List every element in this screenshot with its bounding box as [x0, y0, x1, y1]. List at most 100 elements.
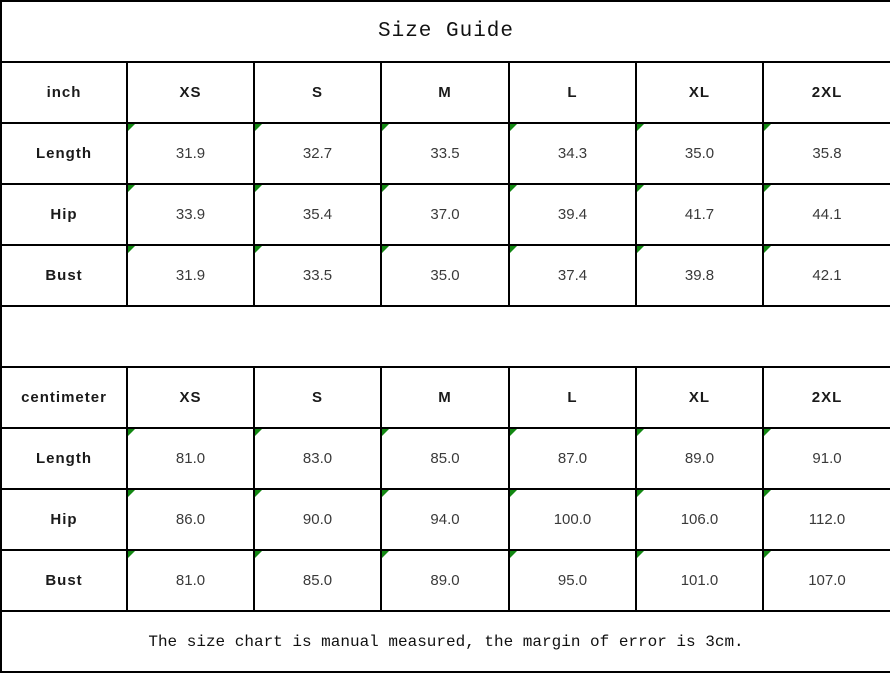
table-row: Length 31.9 32.7 33.5 34.3 35.0 35.8: [0, 122, 890, 185]
corner-flag-icon: [638, 186, 644, 192]
measure-value: 34.3: [557, 145, 588, 162]
corner-flag-icon: [511, 186, 517, 192]
measure-value: 37.4: [557, 267, 588, 284]
measure-value-cell: 35.4: [253, 183, 382, 246]
corner-flag-icon: [511, 552, 517, 558]
measure-value-cell: 100.0: [508, 488, 637, 551]
measure-value: 90.0: [302, 511, 333, 528]
measure-value-cell: 91.0: [762, 427, 890, 490]
measure-value: 106.0: [680, 511, 719, 528]
spacer-row: [0, 305, 890, 368]
measure-label: Hip: [0, 183, 128, 246]
page-title: Size Guide: [0, 0, 890, 63]
measure-value: 85.0: [302, 572, 333, 589]
measure-value: 94.0: [430, 511, 460, 528]
corner-flag-icon: [383, 552, 389, 558]
corner-flag-icon: [765, 125, 771, 131]
measure-value: 112.0: [808, 511, 846, 528]
size-header-s: S: [253, 61, 382, 124]
measure-value-cell: 44.1: [762, 183, 890, 246]
measure-label: Hip: [0, 488, 128, 551]
measure-value: 42.1: [812, 267, 842, 284]
measure-value-cell: 31.9: [126, 122, 255, 185]
table-row: Bust 31.9 33.5 35.0 37.4 39.8 42.1: [0, 244, 890, 307]
corner-flag-icon: [256, 430, 262, 436]
measure-value-cell: 85.0: [253, 549, 382, 612]
corner-flag-icon: [765, 430, 771, 436]
measure-value: 39.8: [684, 267, 715, 284]
inch-header-row: inch XS S M L XL 2XL: [0, 61, 890, 124]
corner-flag-icon: [638, 430, 644, 436]
measure-value-cell: 37.4: [508, 244, 637, 307]
measure-value-cell: 89.0: [635, 427, 764, 490]
measure-value: 100.0: [553, 511, 592, 528]
corner-flag-icon: [256, 125, 262, 131]
size-header-2xl: 2XL: [762, 61, 890, 124]
measure-value: 85.0: [430, 450, 460, 467]
measure-value: 37.0: [430, 206, 460, 223]
corner-flag-icon: [638, 491, 644, 497]
corner-flag-icon: [129, 491, 135, 497]
measure-value: 83.0: [302, 450, 333, 467]
size-header-m: M: [380, 366, 510, 429]
measure-value-cell: 33.9: [126, 183, 255, 246]
measure-value-cell: 81.0: [126, 549, 255, 612]
corner-flag-icon: [638, 552, 644, 558]
measure-value-cell: 94.0: [380, 488, 510, 551]
measure-value: 35.4: [302, 206, 333, 223]
size-header-l: L: [508, 366, 637, 429]
size-header-2xl: 2XL: [762, 366, 890, 429]
corner-flag-icon: [129, 186, 135, 192]
corner-flag-icon: [511, 247, 517, 253]
corner-flag-icon: [129, 247, 135, 253]
measure-value-cell: 37.0: [380, 183, 510, 246]
measure-value: 44.1: [812, 206, 842, 223]
measure-value-cell: 87.0: [508, 427, 637, 490]
measure-value-cell: 86.0: [126, 488, 255, 551]
corner-flag-icon: [638, 125, 644, 131]
corner-flag-icon: [256, 247, 262, 253]
measure-value-cell: 35.0: [380, 244, 510, 307]
measure-value-cell: 95.0: [508, 549, 637, 612]
unit-header-centimeter: centimeter: [0, 366, 128, 429]
unit-header-inch: inch: [0, 61, 128, 124]
measure-value: 33.9: [175, 206, 206, 223]
corner-flag-icon: [383, 186, 389, 192]
corner-flag-icon: [511, 491, 517, 497]
measure-value-cell: 42.1: [762, 244, 890, 307]
measure-value-cell: 35.0: [635, 122, 764, 185]
corner-flag-icon: [765, 491, 771, 497]
measure-value-cell: 83.0: [253, 427, 382, 490]
corner-flag-icon: [129, 125, 135, 131]
corner-flag-icon: [256, 491, 262, 497]
measure-value-cell: 101.0: [635, 549, 764, 612]
measure-value: 107.0: [808, 572, 846, 589]
corner-flag-icon: [765, 552, 771, 558]
corner-flag-icon: [383, 125, 389, 131]
measure-value-cell: 41.7: [635, 183, 764, 246]
corner-flag-icon: [765, 186, 771, 192]
corner-flag-icon: [511, 430, 517, 436]
measure-value: 31.9: [175, 267, 206, 284]
measure-value: 101.0: [680, 572, 719, 589]
measure-value-cell: 81.0: [126, 427, 255, 490]
title-row: Size Guide: [0, 0, 890, 63]
corner-flag-icon: [511, 125, 517, 131]
measure-value: 86.0: [175, 511, 206, 528]
measure-value: 33.5: [430, 145, 460, 162]
measure-value-cell: 34.3: [508, 122, 637, 185]
measure-value: 35.0: [684, 145, 715, 162]
measure-value: 35.0: [430, 267, 460, 284]
measure-value: 35.8: [812, 145, 842, 162]
measure-value: 33.5: [302, 267, 333, 284]
size-header-xs: XS: [126, 366, 255, 429]
note-row: The size chart is manual measured, the m…: [0, 610, 890, 673]
measure-value: 89.0: [684, 450, 715, 467]
measure-value: 81.0: [175, 572, 206, 589]
measure-value: 32.7: [302, 145, 333, 162]
measure-value-cell: 90.0: [253, 488, 382, 551]
size-header-l: L: [508, 61, 637, 124]
corner-flag-icon: [765, 247, 771, 253]
